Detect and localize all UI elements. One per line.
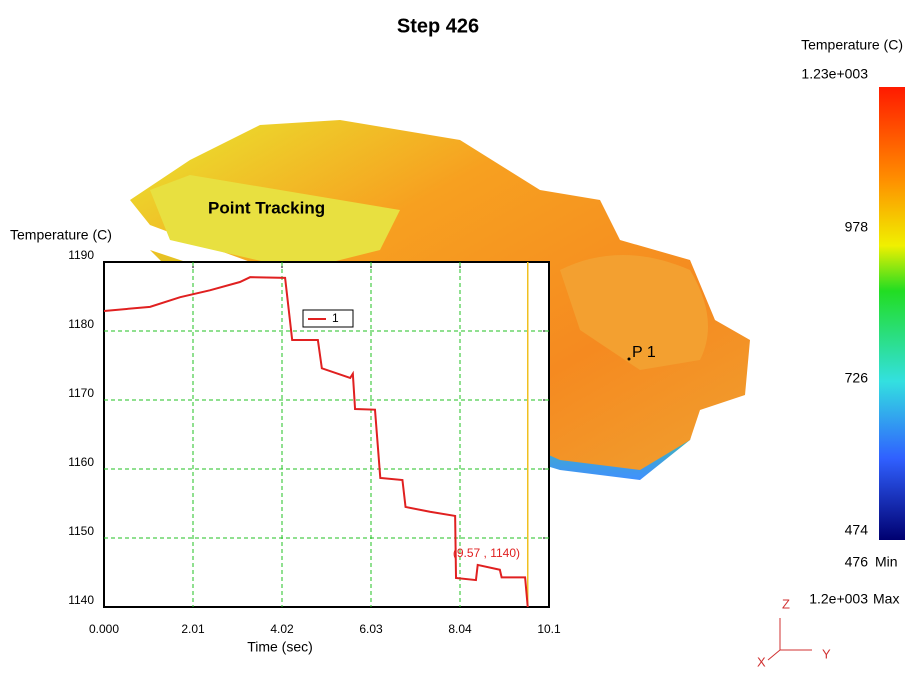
max-value: 1.2e+003	[809, 591, 868, 607]
legend-label: 1	[332, 311, 339, 325]
colorbar-title: Temperature (C)	[801, 37, 903, 53]
point-label: P 1	[632, 344, 656, 361]
title: Step 426	[397, 15, 479, 37]
triad-z: Z	[782, 596, 790, 611]
colorbar-label: 726	[845, 370, 869, 386]
colorbar-label: 978	[845, 219, 869, 235]
overlay-label: Point Tracking	[208, 198, 325, 217]
y-tick-label: 1160	[68, 455, 94, 469]
x-tick-label: 0.000	[89, 622, 119, 636]
y-tick-label: 1180	[68, 317, 94, 331]
annotation: (9.57 , 1140)	[453, 546, 520, 560]
max-label: Max	[873, 591, 899, 607]
x-tick-label: 8.04	[448, 622, 472, 636]
y-tick-label: 1140	[68, 593, 94, 607]
axis-triad	[768, 618, 812, 660]
y-tick-label: 1170	[68, 386, 94, 400]
y-tick-label: 1190	[68, 248, 94, 262]
triad-x: X	[757, 654, 766, 669]
x-tick-label: 6.03	[359, 622, 383, 636]
x-tick-label: 4.02	[270, 622, 294, 636]
y-tick-label: 1150	[68, 524, 94, 538]
x-tick-label: 2.01	[181, 622, 205, 636]
colorbar-label: 1.23e+003	[801, 66, 868, 82]
colorbar-label: 474	[845, 522, 869, 538]
x-axis-label: Time (sec)	[247, 639, 313, 655]
min-value: 476	[845, 554, 869, 570]
y-axis-label: Temperature (C)	[10, 227, 112, 243]
screen: Step 426 Point Tracking P 1 Temperature …	[0, 0, 906, 684]
x-tick-label: 10.1	[537, 622, 561, 636]
point-marker	[628, 358, 631, 361]
colorbar	[879, 87, 905, 540]
triad-y: Y	[822, 646, 831, 661]
min-label: Min	[875, 554, 898, 570]
